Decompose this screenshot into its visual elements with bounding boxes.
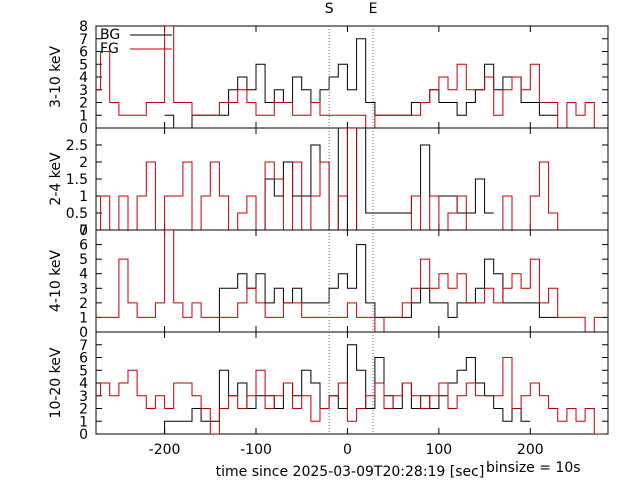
y-tick-label: 0 [79, 223, 88, 239]
marker-label-e: E [369, 1, 378, 17]
series-group [96, 230, 604, 332]
legend-label-bg: BG [100, 27, 120, 43]
y-tick-label: 1 [79, 310, 88, 326]
y-tick-label: 4 [79, 267, 88, 283]
y-tick-label: 2 [79, 402, 88, 418]
y-tick-label: 1 [79, 189, 88, 205]
series-fg-line [96, 26, 604, 128]
y-tick-label: 4 [79, 70, 88, 86]
y-tick-label: 3 [79, 83, 88, 99]
x-tick-label: 200 [517, 442, 544, 458]
panel-frame [95, 25, 609, 129]
y-tick-label: 0 [79, 427, 88, 443]
y-tick-label: 0 [79, 121, 88, 137]
y-tick-label: 6 [79, 45, 88, 61]
y-axis-label: 4-10 keV [48, 250, 64, 312]
y-tick-label: 4 [79, 376, 88, 392]
y-tick-label: 5 [79, 363, 88, 379]
y-tick-label: 1 [79, 414, 88, 430]
legend: BG FG [100, 27, 172, 57]
y-tick-label: 3 [79, 389, 88, 405]
x-tick-label: -200 [149, 442, 181, 458]
y-tick-label: 2 [79, 96, 88, 112]
y-tick-label: 5 [79, 57, 88, 73]
x-axis-label: time since 2025-03-09T20:28:19 [sec] [216, 464, 485, 480]
y-tick-label: 7 [79, 338, 88, 354]
panel-frame [95, 127, 609, 231]
series-fg-line [96, 128, 567, 230]
series-bg-line [164, 38, 558, 128]
binsize-label: binsize = 10s [486, 460, 581, 476]
series-group [96, 128, 567, 230]
series-group [96, 26, 604, 128]
y-tick-label: 3 [79, 281, 88, 297]
y-tick-label: 6 [79, 351, 88, 367]
y-tick-label: 2 [79, 296, 88, 312]
y-tick-label: 5 [79, 252, 88, 268]
x-axis: -200 -100 0 100 200 [149, 442, 544, 458]
x-tick-label: -100 [240, 442, 272, 458]
marker-label-s: S [325, 1, 334, 17]
series-bg-line [146, 344, 531, 434]
series-group [96, 344, 604, 434]
series-fg-line [96, 230, 604, 332]
x-tick-label: 0 [343, 442, 352, 458]
x-tick-label: 100 [425, 442, 452, 458]
y-tick-label: 0.5 [66, 206, 88, 222]
y-tick-label: 8 [79, 19, 88, 35]
series-bg-line [164, 244, 558, 332]
y-axis-label: 2-4 keV [48, 152, 64, 206]
y-axis-label: 10-20 keV [48, 347, 64, 418]
y-tick-label: 2 [79, 155, 88, 171]
panel-1: 00.511.522.52-4 keV [48, 127, 609, 239]
y-axis-label: 3-10 keV [48, 46, 64, 108]
panel-frame [95, 229, 609, 333]
y-tick-label: 7 [79, 32, 88, 48]
y-tick-label: 2.5 [66, 138, 88, 154]
y-tick-label: 6 [79, 238, 88, 254]
y-tick-label: 1.5 [66, 172, 88, 188]
series-bg-line [210, 128, 494, 230]
legend-label-fg: FG [100, 41, 119, 57]
y-tick-label: 1 [79, 108, 88, 124]
y-tick-label: 7 [79, 223, 88, 239]
y-tick-label: 0 [79, 325, 88, 341]
series-fg-line [96, 357, 604, 434]
